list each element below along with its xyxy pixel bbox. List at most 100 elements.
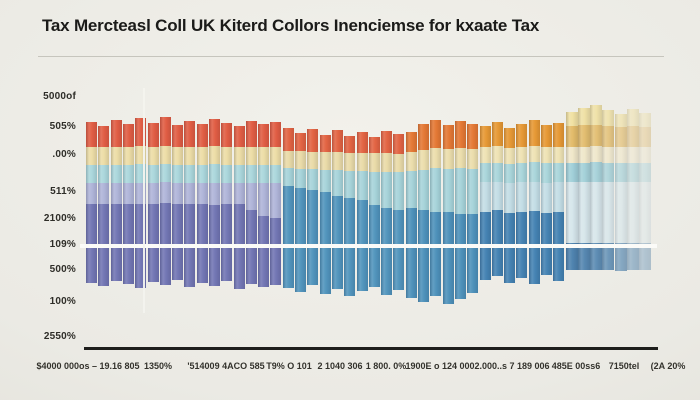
x-axis-tick-label: '514009 4ACO 585: [187, 361, 265, 371]
bar-segment: [590, 243, 602, 270]
bar-segment: [234, 183, 245, 204]
bar-segment: [197, 183, 208, 204]
bar-segment: [455, 214, 466, 299]
bar-segment: [406, 208, 417, 298]
bar-segment: [504, 213, 515, 283]
bar-segment: [467, 124, 478, 149]
bar-segment: [381, 131, 392, 153]
bar-segment: [516, 147, 527, 163]
bar-segment: [418, 170, 429, 210]
x-axis-tick-label: 1350%: [143, 361, 173, 371]
bar-segment: [172, 204, 183, 280]
bar-segment: [98, 126, 109, 147]
bar-segment: [283, 168, 294, 186]
bar-segment: [160, 164, 171, 182]
title-divider: [38, 56, 664, 57]
y-axis-tick-label: 511%: [50, 185, 76, 197]
bar-segment: [246, 121, 257, 147]
bar-segment: [602, 126, 614, 147]
bar-segment: [541, 183, 552, 213]
bar-segment: [270, 147, 281, 165]
bar-segment: [602, 110, 614, 126]
bar-segment: [590, 162, 602, 182]
bar-segment: [148, 204, 159, 282]
bar-segment: [529, 120, 540, 146]
bar-segment: [566, 182, 578, 243]
bar-segment: [615, 243, 627, 271]
bar-segment: [541, 125, 552, 147]
bar-segment: [578, 147, 590, 163]
chart-title: Tax Mercteasl Coll UK Kiterd Collors Ine…: [42, 16, 540, 35]
bar-segment: [430, 148, 441, 168]
bar-segment: [270, 218, 281, 285]
bar-segment: [639, 127, 651, 147]
bar-segment: [455, 168, 466, 214]
bar-segment: [258, 124, 269, 147]
bar-segment: [406, 152, 417, 171]
x-axis-tick-label: 1 800. 0%: [365, 361, 407, 371]
bar-segment: [639, 163, 651, 182]
bar-segment: [258, 216, 269, 287]
bar-segment: [148, 183, 159, 204]
bar-segment: [295, 133, 306, 151]
bar-segment: [344, 171, 355, 198]
bar-segment: [123, 165, 134, 183]
bar-segment: [578, 125, 590, 147]
bar-segment: [320, 135, 331, 152]
bar-segment: [98, 165, 109, 183]
bar-segment: [111, 147, 122, 165]
bar-segment: [578, 182, 590, 243]
bar-segment: [516, 182, 527, 212]
bar-segment: [418, 124, 429, 150]
y-axis-tick-label: 109%: [49, 238, 76, 250]
bar-segment: [320, 170, 331, 192]
bar-segment: [615, 127, 627, 147]
bar-segment: [332, 130, 343, 152]
bar-segment: [480, 182, 491, 212]
bar-segment: [209, 164, 220, 183]
y-axis-tick-label: .00%: [52, 148, 76, 160]
bar-segment: [566, 163, 578, 182]
bar-segment: [221, 165, 232, 183]
bar-segment: [406, 132, 417, 152]
bar-segment: [602, 147, 614, 163]
y-axis-tick-label: 2550%: [43, 330, 76, 342]
bar-segment: [135, 118, 146, 146]
bar-segment: [467, 214, 478, 293]
bar-segment: [258, 165, 269, 183]
bar-segment: [332, 196, 343, 289]
bar-segment: [86, 183, 97, 204]
bar-segment: [615, 163, 627, 182]
bar-segment: [234, 126, 245, 147]
bar-segment: [480, 147, 491, 163]
bar-segment: [443, 125, 454, 149]
bar-segment: [307, 152, 318, 169]
bar-segment: [602, 182, 614, 243]
bar-segment: [258, 183, 269, 216]
bar-segment: [172, 183, 183, 204]
bar-segment: [197, 124, 208, 147]
bar-segment: [443, 149, 454, 169]
bar-segment: [307, 190, 318, 285]
bar-segment: [627, 126, 639, 147]
bar-segment: [270, 183, 281, 218]
bar-segment: [627, 243, 639, 270]
bar-segment: [369, 153, 380, 172]
bar-segment: [111, 204, 122, 281]
bar-segment: [246, 147, 257, 165]
bar-segment: [504, 183, 515, 213]
bar-segment: [197, 165, 208, 183]
bar-segment: [246, 183, 257, 210]
bar-segment: [357, 132, 368, 153]
bar-segment: [529, 182, 540, 211]
bar-segment: [135, 146, 146, 164]
bar-segment: [529, 162, 540, 182]
x-axis-tick-label: 7150tel: [608, 361, 640, 371]
bar-segment: [295, 188, 306, 292]
bar-segment: [504, 164, 515, 183]
white-gridline: [80, 243, 657, 248]
bar-segment: [492, 122, 503, 146]
bar-segment: [590, 125, 602, 146]
bar-segment: [443, 212, 454, 304]
